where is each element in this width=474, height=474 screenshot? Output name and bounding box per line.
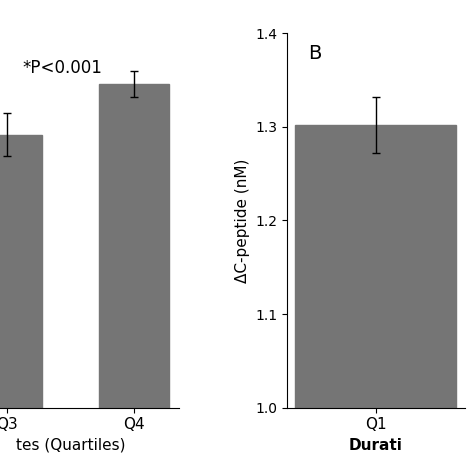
Bar: [99, 84, 169, 408]
X-axis label: Durati: Durati: [349, 438, 403, 453]
Text: B: B: [309, 45, 322, 64]
Y-axis label: ΔC-peptide (nM): ΔC-peptide (nM): [235, 158, 250, 283]
Bar: [0, 135, 42, 408]
Text: *P<0.001: *P<0.001: [23, 59, 103, 77]
X-axis label: tes (Quartiles): tes (Quartiles): [16, 438, 125, 453]
